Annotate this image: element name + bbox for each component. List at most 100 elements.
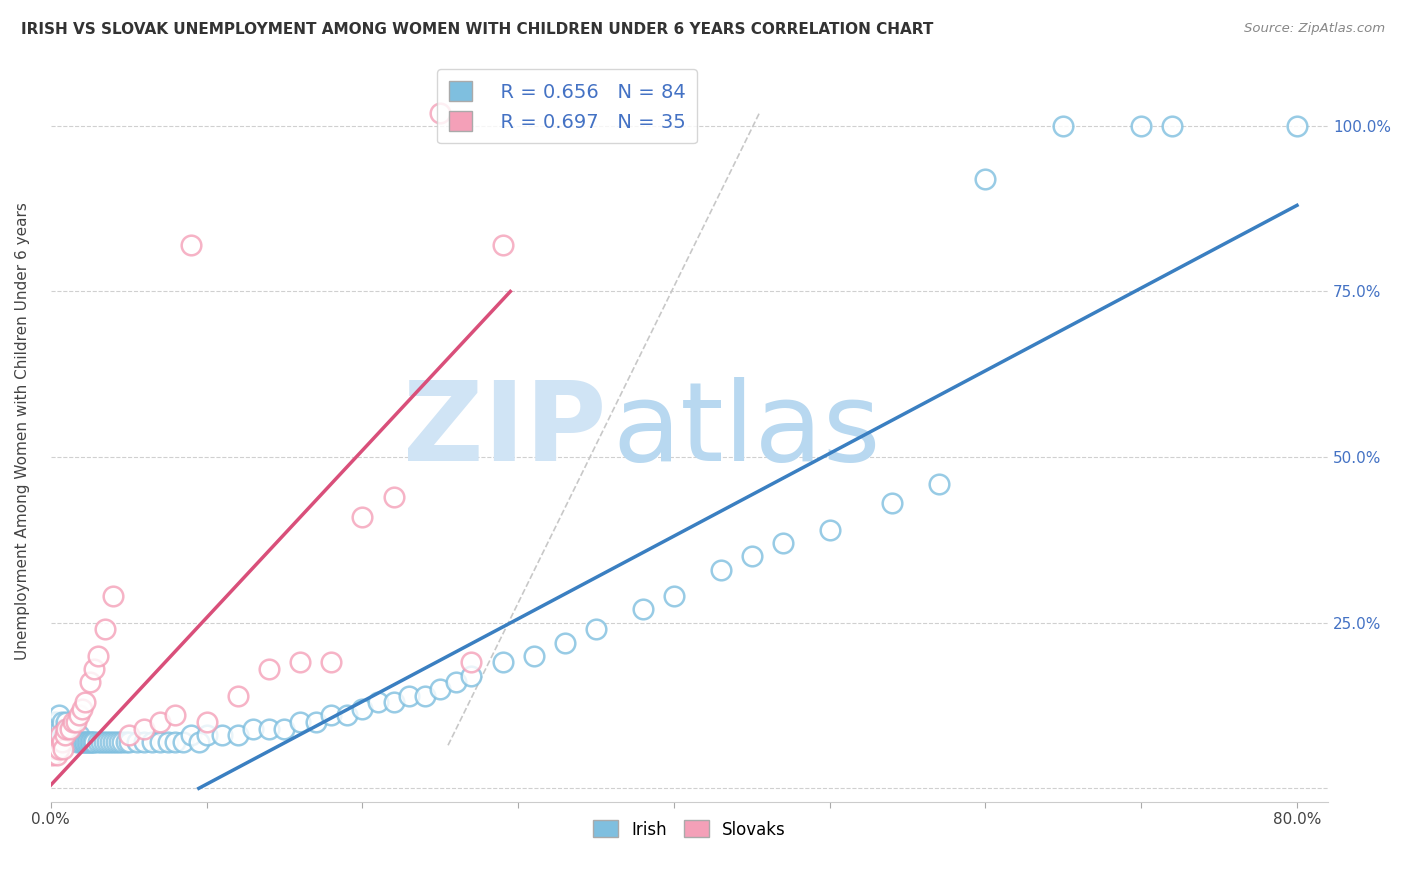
Point <box>58 728 80 742</box>
Point <box>44 741 66 756</box>
Point <box>86 648 108 663</box>
Point <box>65 728 87 742</box>
Point <box>662 589 685 603</box>
Point <box>105 735 128 749</box>
Point <box>69 735 91 749</box>
Point <box>118 735 141 749</box>
Point <box>491 238 513 252</box>
Point <box>94 623 117 637</box>
Point <box>44 722 66 736</box>
Point <box>79 675 101 690</box>
Point <box>42 715 65 730</box>
Text: ZIP: ZIP <box>404 377 606 484</box>
Point <box>53 728 76 742</box>
Point <box>429 681 451 696</box>
Point <box>288 715 311 730</box>
Point <box>80 735 103 749</box>
Point <box>62 715 84 730</box>
Point <box>187 735 209 749</box>
Point <box>70 735 93 749</box>
Point <box>141 735 163 749</box>
Point <box>491 656 513 670</box>
Point <box>125 735 148 749</box>
Point <box>90 735 112 749</box>
Point <box>413 689 436 703</box>
Point <box>352 509 374 524</box>
Point <box>52 728 75 742</box>
Point <box>710 563 733 577</box>
Point <box>48 741 70 756</box>
Point <box>83 735 105 749</box>
Point <box>211 728 233 742</box>
Point <box>46 715 69 730</box>
Point <box>321 656 343 670</box>
Point <box>76 735 98 749</box>
Point <box>70 702 93 716</box>
Point <box>82 735 104 749</box>
Point <box>352 702 374 716</box>
Point <box>134 735 156 749</box>
Point <box>65 715 87 730</box>
Point <box>180 238 202 252</box>
Point <box>86 735 108 749</box>
Point <box>101 735 124 749</box>
Point <box>818 523 841 537</box>
Point <box>67 708 90 723</box>
Point <box>156 735 179 749</box>
Point <box>165 735 187 749</box>
Point <box>149 715 172 730</box>
Point <box>114 735 136 749</box>
Point <box>398 689 420 703</box>
Point <box>66 735 89 749</box>
Point <box>460 669 482 683</box>
Point <box>55 722 77 736</box>
Point <box>79 735 101 749</box>
Y-axis label: Unemployment Among Women with Children Under 6 years: Unemployment Among Women with Children U… <box>15 202 30 659</box>
Point <box>55 722 77 736</box>
Point <box>49 722 72 736</box>
Point <box>226 728 249 742</box>
Point <box>55 715 77 730</box>
Text: Source: ZipAtlas.com: Source: ZipAtlas.com <box>1244 22 1385 36</box>
Point <box>101 589 124 603</box>
Point <box>928 476 950 491</box>
Point <box>111 735 134 749</box>
Point <box>880 496 903 510</box>
Point <box>93 735 115 749</box>
Point <box>554 635 576 649</box>
Point <box>382 490 405 504</box>
Point <box>444 675 467 690</box>
Point <box>108 735 131 749</box>
Point <box>62 728 84 742</box>
Point <box>75 695 97 709</box>
Point <box>382 695 405 709</box>
Point <box>741 549 763 564</box>
Point <box>58 722 80 736</box>
Point <box>172 735 194 749</box>
Point <box>367 695 389 709</box>
Point <box>60 722 83 736</box>
Point <box>257 662 280 676</box>
Point <box>56 722 79 736</box>
Point <box>63 728 86 742</box>
Point <box>226 689 249 703</box>
Point <box>1285 119 1308 133</box>
Point <box>53 722 76 736</box>
Point <box>49 728 72 742</box>
Point <box>195 728 218 742</box>
Point <box>304 715 326 730</box>
Point <box>585 623 607 637</box>
Point <box>1161 119 1184 133</box>
Point <box>1130 119 1153 133</box>
Point <box>149 735 172 749</box>
Text: atlas: atlas <box>613 377 882 484</box>
Point <box>52 741 75 756</box>
Point <box>72 735 94 749</box>
Point <box>460 656 482 670</box>
Point <box>165 708 187 723</box>
Point <box>96 735 118 749</box>
Point <box>48 708 70 723</box>
Point <box>523 648 546 663</box>
Point <box>118 728 141 742</box>
Point <box>242 722 264 736</box>
